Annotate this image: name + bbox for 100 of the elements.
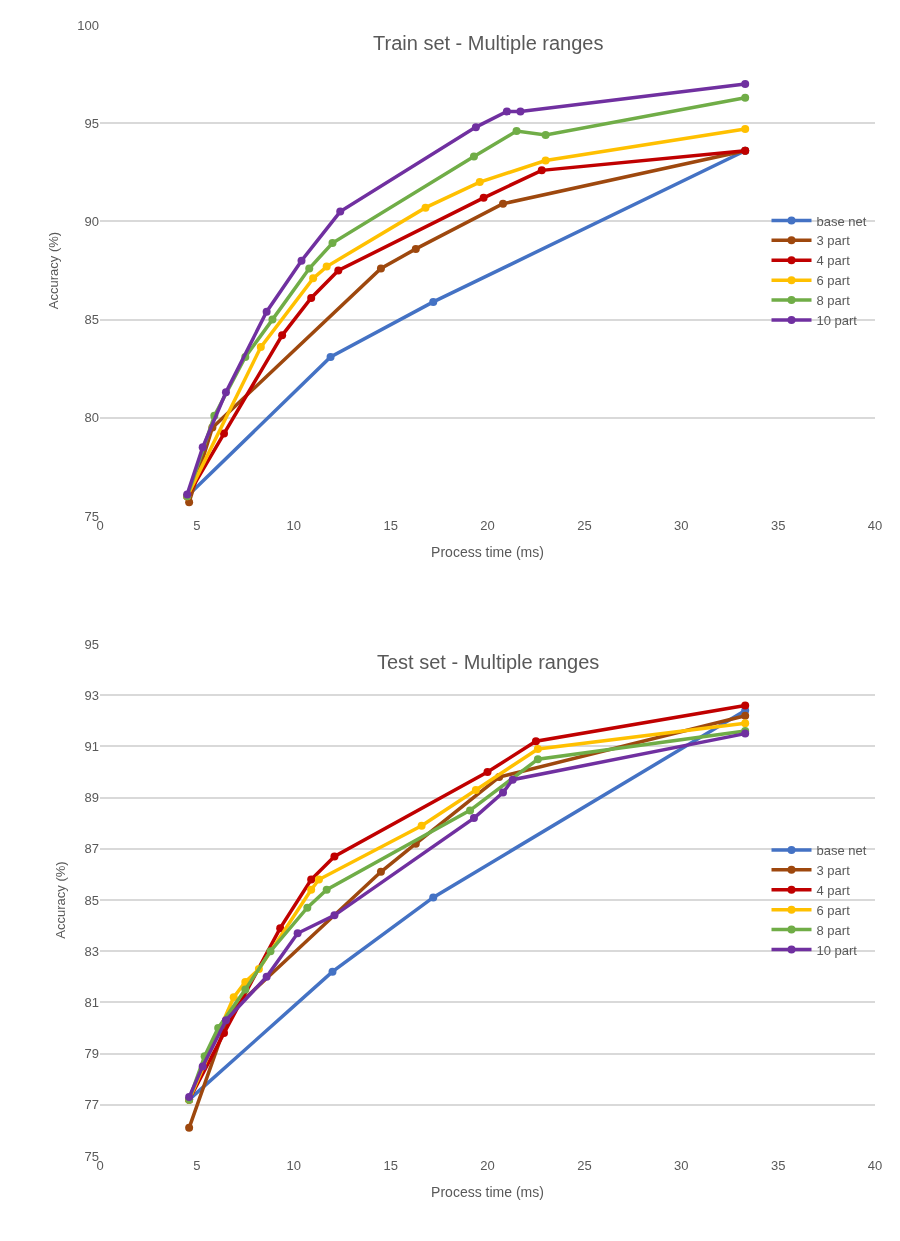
point [531,737,540,746]
y-tick-label: 95 [84,636,99,652]
point [541,130,550,139]
point [741,719,750,728]
point [268,315,277,324]
point [198,1062,207,1071]
y-tick-label: 87 [84,841,99,857]
point [741,701,750,710]
point [512,127,521,136]
point [266,947,275,956]
legend-label: 6 part [816,902,851,918]
x-tick-label: 25 [577,1158,592,1173]
point [508,775,517,784]
point [256,343,265,352]
x-tick-label: 30 [674,518,689,533]
point [533,744,542,753]
point [185,1123,194,1132]
legend-label: 10 part [816,942,858,958]
x-tick-label: 5 [193,518,201,533]
x-tick-label: 20 [480,518,495,533]
point [314,875,323,884]
point [376,867,385,876]
legend-label: 6 part [816,273,851,289]
point [322,262,331,271]
x-tick-label: 35 [770,518,786,533]
point [241,977,250,986]
point [483,768,492,776]
x-tick-label: 20 [480,1158,495,1173]
point [741,79,750,88]
point [469,152,478,161]
y-tick-label: 83 [84,943,99,959]
y-tick-label: 93 [84,687,99,703]
point [499,199,507,208]
x-tick-label: 40 [867,518,883,533]
point [471,123,480,132]
point [479,193,488,202]
legend-label: 8 part [816,293,851,309]
x-tick-label: 40 [867,1158,883,1173]
x-tick-label: 35 [770,1158,786,1173]
x-tick-label: 15 [383,1158,398,1173]
point [309,274,318,283]
x-tick-label: 25 [577,518,592,533]
chart-title: Test set - Multiple ranges [377,651,600,673]
point [276,924,285,933]
point [330,911,339,920]
point [262,972,271,981]
point [469,814,478,823]
point [303,903,312,912]
point [741,125,750,134]
point [307,875,316,884]
point [305,264,314,273]
point [220,429,228,438]
legend-label: 4 part [816,253,851,269]
point [741,711,750,720]
legend-label: base net [816,843,867,859]
y-tick-label: 85 [84,312,99,328]
point [328,967,337,976]
point [326,352,335,361]
point [417,821,426,830]
x-tick-label: 30 [674,1158,689,1173]
point [229,993,238,1002]
point [475,178,484,187]
y-axis-title: Accuracy (%) [53,861,69,939]
y-tick-label: 81 [84,994,99,1010]
point [541,156,550,165]
x-axis-title: Process time (ms) [431,1184,544,1201]
point [241,985,250,994]
point [466,806,475,815]
point [429,297,438,306]
legend-label: 10 part [816,313,858,329]
y-tick-label: 79 [84,1046,99,1062]
point [376,264,385,273]
point [198,443,207,452]
point [297,256,306,265]
x-axis-title: Process time (ms) [431,544,544,561]
chart-title: Train set - Multiple ranges [373,32,604,54]
point [516,107,525,116]
legend-label: 8 part [816,922,851,938]
legend-label: 3 part [816,862,851,878]
legend-label: 4 part [816,882,851,898]
point [262,307,271,316]
legend-label: 3 part [816,233,851,249]
point [330,852,339,861]
point [533,755,542,764]
point [322,885,331,894]
point [328,239,337,247]
y-tick-label: 89 [84,790,99,806]
point [429,893,438,902]
point [411,244,420,253]
y-tick-label: 100 [77,17,99,33]
y-tick-label: 91 [84,738,99,754]
point [336,207,345,216]
point [502,107,511,116]
point [307,294,316,302]
point [421,203,430,212]
point [307,885,316,894]
point [741,93,750,102]
point [221,388,230,397]
x-tick-label: 15 [383,518,398,533]
point [293,929,302,938]
